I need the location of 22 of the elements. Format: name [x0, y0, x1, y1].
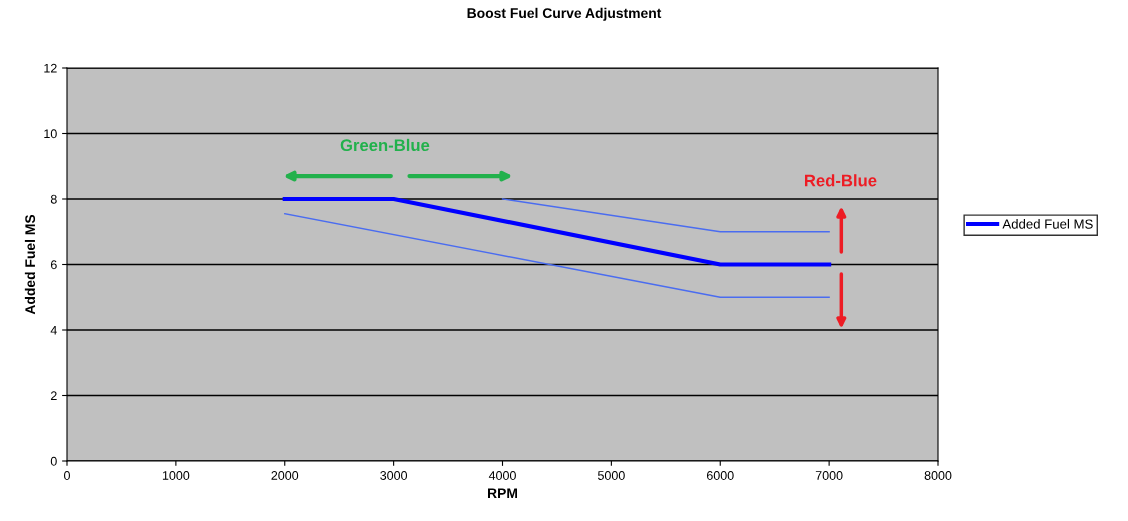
y-tick-label: 2: [50, 391, 57, 401]
annotation: Green-Blue: [340, 138, 430, 152]
x-tick-label: 8000: [924, 471, 952, 480]
x-tick-label: 7000: [815, 471, 843, 480]
x-axis-title: RPM: [488, 488, 517, 498]
x-tick-label: 3000: [380, 471, 408, 480]
y-tick-label: 0: [50, 456, 57, 466]
x-tick-label: 4000: [488, 471, 516, 480]
y-axis-title: Added Fuel MS: [24, 214, 36, 315]
x-tick-label: 6000: [706, 471, 734, 480]
y-tick-label: 8: [50, 194, 57, 204]
x-tick-label: 2000: [271, 471, 299, 480]
x-tick-label: 5000: [597, 471, 625, 480]
y-tick-label: 10: [44, 129, 57, 139]
y-tick-label: 4: [50, 325, 57, 335]
y-tick-label: 6: [50, 260, 57, 270]
y-tick-label: 12: [44, 63, 57, 73]
legend-label: Added Fuel MS: [1002, 219, 1093, 229]
annotation: Red-Blue: [804, 174, 877, 187]
x-tick-label: 0: [64, 471, 70, 480]
x-tick-label: 1000: [162, 471, 190, 480]
chart-title: Boost Fuel Curve Adjustment: [467, 7, 662, 21]
